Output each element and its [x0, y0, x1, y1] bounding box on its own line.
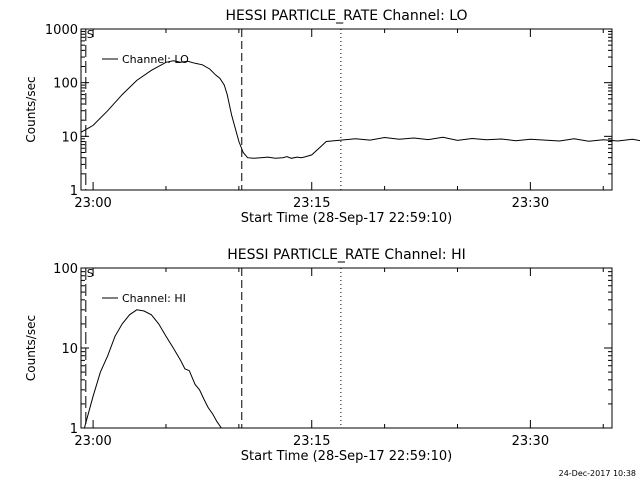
x-tick-label: 23:30 [512, 434, 549, 449]
x-tick-label: 23:15 [293, 434, 330, 449]
x-tick-label: 23:00 [74, 196, 111, 211]
time-marker-label: S [87, 267, 94, 280]
x-tick-label: 23:00 [74, 434, 111, 449]
time-marker-label: S [87, 28, 94, 41]
chart-title: HESSI PARTICLE_RATE Channel: LO [225, 8, 467, 24]
y-tick-label: 100 [53, 77, 78, 92]
y-tick-label: 1000 [45, 23, 78, 38]
x-tick-label: 23:30 [512, 196, 549, 211]
y-tick-label: 1 [70, 184, 78, 199]
legend-label: Channel: LO [122, 53, 189, 66]
x-axis-label: Start Time (28-Sep-17 22:59:10) [241, 211, 452, 226]
y-tick-label: 1 [70, 422, 78, 437]
y-axis-label: Counts/sec [24, 315, 38, 381]
chart-title: HESSI PARTICLE_RATE Channel: HI [227, 247, 465, 263]
y-axis-label: Counts/sec [24, 76, 38, 142]
footer-stamp: 24-Dec-2017 10:38 [559, 469, 636, 478]
plot-frame [80, 28, 613, 191]
chart-panel-lo: HESSI PARTICLE_RATE Channel: LO 1 10 100 100… [24, 8, 640, 226]
y-tick-label: 10 [61, 130, 78, 145]
legend-label: Channel: HI [122, 292, 186, 305]
data-series-line [81, 60, 640, 159]
plot-frame [80, 267, 613, 429]
data-series-line [83, 309, 222, 429]
y-tick-label: 10 [61, 342, 78, 357]
x-axis-label: Start Time (28-Sep-17 22:59:10) [241, 449, 452, 464]
chart-panel-hi: HESSI PARTICLE_RATE Channel: HI 1 10 100 23:… [24, 247, 613, 464]
x-tick-label: 23:15 [293, 196, 330, 211]
y-tick-label: 100 [53, 262, 78, 277]
